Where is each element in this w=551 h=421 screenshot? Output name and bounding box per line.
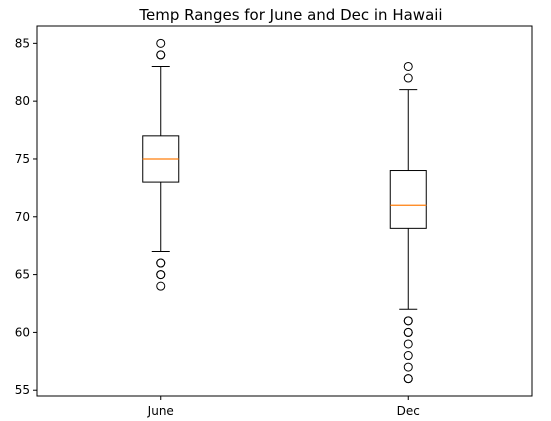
outlier-point: [403, 374, 413, 384]
y-tick-label: 85: [15, 36, 30, 50]
outlier-point: [403, 351, 413, 361]
x-tick-label: June: [147, 404, 174, 418]
outlier-point: [156, 50, 166, 60]
y-tick-label: 55: [15, 383, 30, 397]
outlier-point: [403, 61, 413, 71]
outlier-point: [156, 38, 166, 48]
plot-area-frame: [36, 25, 533, 397]
outlier-point: [403, 339, 413, 349]
outlier-point: [156, 270, 166, 280]
chart-title: Temp Ranges for June and Dec in Hawaii: [138, 6, 442, 24]
y-tick-label: 70: [15, 210, 30, 224]
outlier-point: [156, 258, 166, 268]
box-plot-series: [142, 38, 427, 384]
outlier-point: [156, 281, 166, 291]
x-axis: June Dec: [147, 396, 420, 418]
box-june: [142, 38, 180, 291]
y-tick-label: 80: [15, 94, 30, 108]
outlier-point: [403, 73, 413, 83]
x-tick-label: Dec: [397, 404, 420, 418]
outlier-point: [403, 362, 413, 372]
box-dec: [389, 61, 427, 384]
iqr-box: [389, 170, 427, 229]
y-tick-label: 65: [15, 268, 30, 282]
outlier-point: [403, 327, 413, 337]
outlier-point: [403, 316, 413, 326]
y-tick-label: 60: [15, 325, 30, 339]
y-tick-label: 75: [15, 152, 30, 166]
y-axis: 55 60 65 70 75 80 85: [15, 36, 37, 397]
